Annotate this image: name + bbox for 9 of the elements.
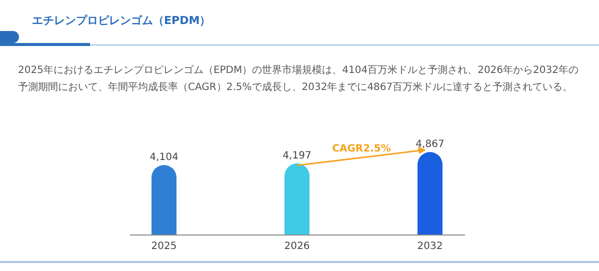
x-tick-label: 2025 — [151, 241, 177, 252]
chart-subtitle: 2025年におけるエチレンプロピレンゴム（EPDM）の世界市場規模は、4104百万米ドルと予測され、2026年から2032年の予測期間において、年間平均成長率（CAGR）2.5%で成長し、2032年までに4867百万米ドルに達すると予測されている。 — [18, 64, 580, 95]
chart-title: エチレンプロピレンゴム（EPDM） — [32, 13, 211, 28]
data-label: 4,197 — [282, 150, 312, 162]
data-label: 4,104 — [150, 152, 178, 164]
annotation: CAGR2.5% — [332, 144, 391, 155]
data-label: 4,867 — [416, 139, 444, 150]
x-tick-label: 2032 — [417, 241, 443, 252]
x-tick-label: 2026 — [284, 241, 310, 252]
